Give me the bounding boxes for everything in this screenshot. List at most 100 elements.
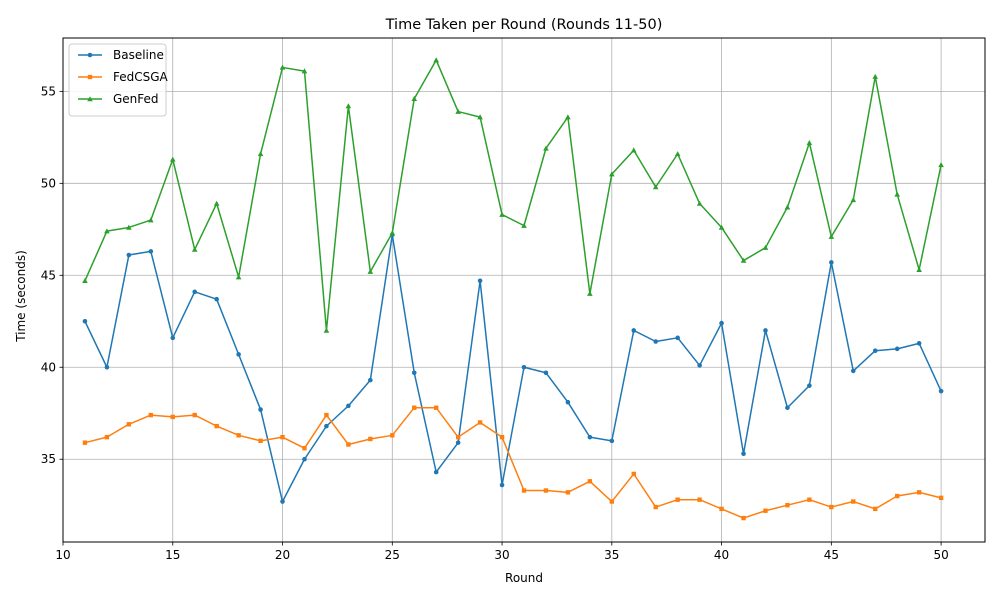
baseline-point	[499, 482, 505, 488]
genfed-point	[894, 191, 900, 197]
legend-label-baseline: Baseline	[113, 48, 164, 62]
genfed-point	[762, 244, 769, 250]
series-layer	[82, 57, 944, 521]
fedcsga-point	[741, 515, 746, 521]
baseline-point	[258, 407, 263, 412]
series-baseline	[82, 232, 944, 504]
fedcsga-point	[894, 493, 900, 499]
baseline-point	[741, 451, 746, 457]
x-tick-label: 45	[824, 548, 839, 562]
genfed-point	[587, 290, 593, 296]
fedcsga-point	[785, 503, 790, 508]
baseline-point	[872, 348, 878, 354]
y-tick-label: 50	[41, 176, 56, 190]
fedcsga-point	[807, 497, 812, 502]
fedcsga-point	[829, 504, 834, 510]
baseline-point	[521, 364, 527, 370]
fedcsga-point	[455, 434, 461, 440]
genfed-point	[148, 217, 154, 223]
fedcsga-point	[368, 436, 373, 442]
baseline-point	[850, 368, 856, 374]
y-tick-label: 40	[41, 360, 56, 374]
fedcsga-point	[499, 434, 505, 440]
genfed-line	[84, 59, 942, 332]
genfed-point	[521, 222, 527, 228]
x-tick-label: 50	[933, 548, 948, 562]
genfed-point	[477, 114, 483, 120]
genfed-point	[938, 162, 944, 168]
fedcsga-point	[477, 420, 483, 425]
fedcsga-point	[631, 471, 636, 477]
fedcsga-point	[719, 506, 724, 512]
legend-item-genfed: GenFed	[78, 92, 159, 106]
genfed-point	[718, 224, 725, 230]
fedcsga-point	[412, 405, 417, 410]
x-tick-label: 25	[385, 548, 400, 562]
fedcsga-point	[126, 422, 132, 427]
fedcsga-point	[280, 434, 285, 440]
baseline-point	[763, 328, 768, 333]
baseline-point	[148, 249, 154, 254]
genfed-point	[323, 327, 330, 333]
genfed-point	[740, 257, 747, 263]
baseline-point	[587, 434, 593, 440]
genfed-point	[213, 200, 220, 206]
baseline-point	[104, 364, 110, 370]
baseline-point	[346, 403, 351, 409]
y-tick-label: 45	[41, 268, 56, 282]
axis-ticks: 10 15 20 25 30 35 40 45 50 35 40 45 50 55	[41, 84, 949, 562]
fedcsga-point	[763, 508, 768, 513]
baseline-point	[697, 363, 702, 368]
fedcsga-point	[873, 506, 878, 512]
x-tick-label: 40	[714, 548, 729, 562]
fedcsga-point	[104, 434, 110, 440]
x-axis-title: Round	[505, 571, 543, 585]
genfed-point	[872, 73, 879, 79]
baseline-point	[477, 278, 483, 284]
legend-marker-baseline	[87, 52, 93, 58]
baseline-point	[719, 320, 724, 326]
fedcsga-point	[521, 488, 527, 493]
genfed-point	[235, 274, 242, 280]
fedcsga-point	[192, 412, 197, 418]
baseline-point	[411, 370, 417, 376]
baseline-point	[214, 296, 219, 302]
genfed-point	[345, 103, 352, 109]
fedcsga-point	[851, 499, 856, 504]
x-tick-label: 30	[494, 548, 509, 562]
genfed-point	[82, 278, 88, 284]
genfed-point	[279, 64, 286, 70]
baseline-point	[653, 339, 659, 344]
plot-frame	[62, 37, 986, 543]
legend: Baseline FedCSGA GenFed	[68, 43, 169, 117]
legend-label-genfed: GenFed	[113, 92, 159, 106]
chart-title: Time Taken per Round (Rounds 11-50)	[385, 17, 663, 33]
genfed-point	[191, 246, 198, 252]
baseline-point	[894, 346, 900, 352]
fedcsga-point	[697, 497, 702, 502]
x-tick-label: 10	[55, 548, 70, 562]
fedcsga-point	[236, 433, 241, 438]
fedcsga-point	[82, 440, 88, 445]
legend-marker-genfed	[87, 96, 93, 102]
genfed-point	[806, 140, 813, 146]
genfed-point	[652, 184, 659, 190]
baseline-point	[543, 370, 549, 376]
genfed-point	[565, 114, 571, 120]
fedcsga-point	[148, 412, 154, 418]
genfed-point	[104, 228, 110, 234]
fedcsga-point	[653, 504, 658, 510]
genfed-point	[609, 171, 615, 177]
genfed-point	[301, 68, 308, 74]
baseline-point	[324, 423, 329, 429]
genfed-point	[850, 197, 857, 203]
baseline-point	[170, 335, 176, 341]
fedcsga-point	[675, 497, 680, 502]
legend-label-fedcsga: FedCSGA	[113, 70, 169, 84]
baseline-point	[829, 260, 834, 265]
baseline-point	[433, 469, 439, 475]
genfed-point	[916, 266, 922, 273]
